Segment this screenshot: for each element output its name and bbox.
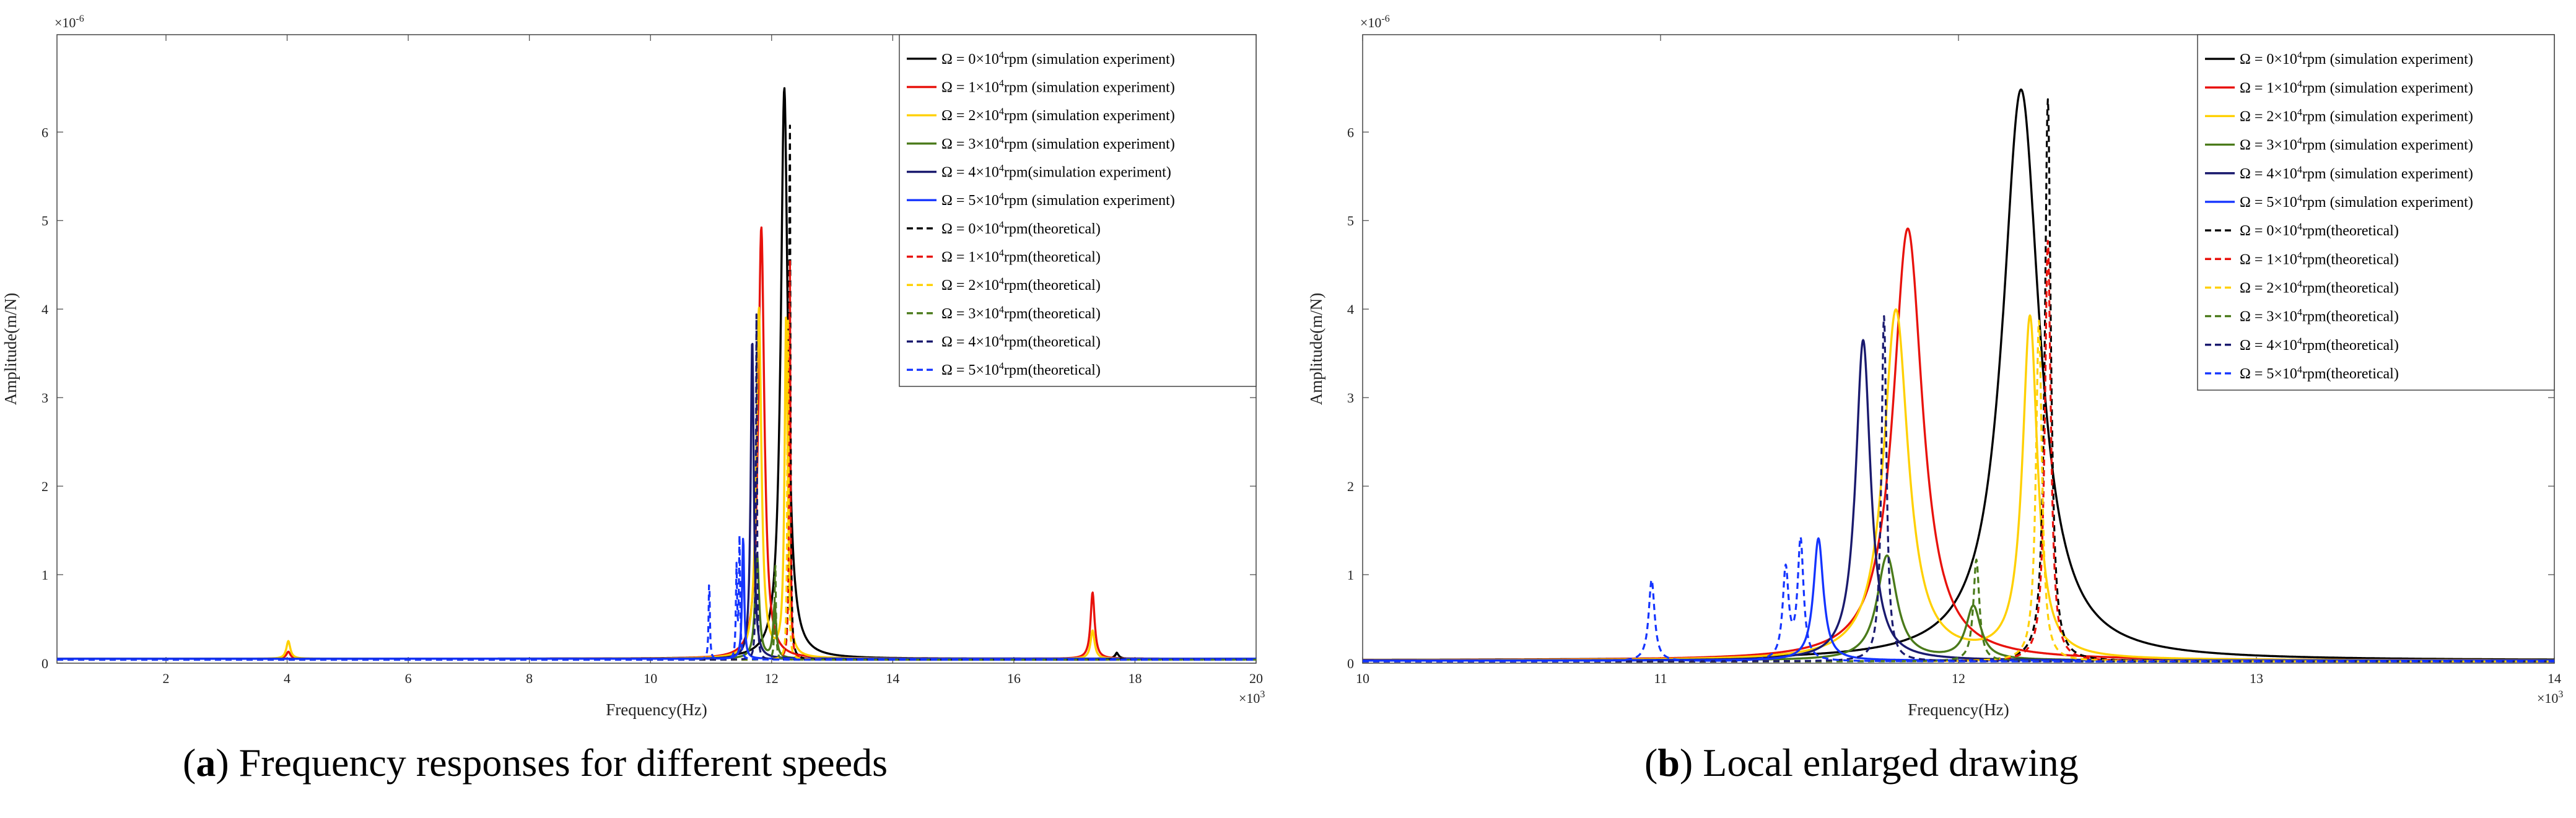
y-tick-label: 0 (1347, 656, 1354, 671)
series-line-9 (56, 565, 1257, 661)
x-tick-label: 12 (765, 671, 779, 686)
legend-label-10: Ω = 4×104rpm(theoretical) (2240, 336, 2399, 354)
x-tick-label: 14 (2548, 671, 2561, 686)
x-tick-label: 14 (886, 671, 899, 686)
x-tick-label: 8 (526, 671, 533, 686)
x-tick-label: 4 (284, 671, 290, 686)
y-tick-label: 4 (41, 302, 48, 317)
x-exponent-label: ×103 (1239, 689, 1265, 706)
legend-label-2: Ω = 2×104rpm (simulation experiment) (2240, 107, 2473, 124)
caption-a: (a) Frequency responses for different sp… (183, 741, 888, 785)
x-exponent-label: ×103 (2537, 689, 2563, 706)
y-tick-label: 4 (1347, 302, 1354, 317)
legend-label-2: Ω = 2×104rpm (simulation experiment) (941, 107, 1175, 124)
legend-label-10: Ω = 4×104rpm(theoretical) (941, 333, 1101, 350)
legend-label-11: Ω = 5×104rpm(theoretical) (2240, 365, 2399, 382)
legend-label-5: Ω = 5×104rpm (simulation experiment) (941, 191, 1175, 209)
legend-label-3: Ω = 3×104rpm (simulation experiment) (941, 135, 1175, 152)
y-exponent-label: ×10-6 (1360, 14, 1390, 30)
caption-b: (b) Local enlarged drawing (1644, 741, 2079, 785)
caption-a-letter: a (196, 741, 216, 785)
legend-label-6: Ω = 0×104rpm(theoretical) (941, 220, 1101, 237)
x-tick-label: 20 (1249, 671, 1263, 686)
chart-panel-a: 2 4 6 8 10 12 14 16 18 200123456×10-6×103Frequenc… (1, 14, 1265, 719)
legend-label-4: Ω = 4×104rpm (simulation experiment) (2240, 165, 2473, 182)
caption-a-text: ) Frequency responses for different spee… (216, 741, 888, 785)
chart-panel-b: 10 11 12 13 140123456×10-6×103Frequency(Hz)A… (1307, 14, 2563, 719)
y-tick-label: 5 (1347, 213, 1354, 228)
series-line-10 (1362, 315, 2555, 663)
y-tick-label: 2 (41, 479, 48, 494)
y-tick-label: 2 (1347, 479, 1354, 494)
y-tick-label: 6 (41, 124, 48, 140)
y-tick-label: 0 (41, 656, 48, 671)
legend-label-6: Ω = 0×104rpm(theoretical) (2240, 222, 2399, 239)
legend-box (2197, 34, 2555, 391)
legend-label-8: Ω = 2×104rpm(theoretical) (2240, 279, 2399, 296)
y-tick-label: 6 (1347, 124, 1354, 140)
legend-label-5: Ω = 5×104rpm (simulation experiment) (2240, 193, 2473, 211)
x-tick-label: 11 (1654, 671, 1667, 686)
legend-label-1: Ω = 1×104rpm (simulation experiment) (941, 79, 1175, 96)
x-axis-label: Frequency(Hz) (1908, 700, 2009, 719)
legend-label-7: Ω = 1×104rpm(theoretical) (2240, 250, 2399, 268)
legend-label-9: Ω = 3×104rpm(theoretical) (2240, 308, 2399, 325)
legend-label-11: Ω = 5×104rpm(theoretical) (941, 361, 1101, 378)
y-axis-label: Amplitude(m/N) (1307, 293, 1325, 405)
y-tick-label: 3 (1347, 390, 1354, 406)
x-tick-label: 12 (1952, 671, 1965, 686)
x-tick-label: 2 (163, 671, 170, 686)
legend-box (899, 34, 1257, 387)
legend-label-1: Ω = 1×104rpm (simulation experiment) (2240, 79, 2473, 96)
legend-label-3: Ω = 3×104rpm (simulation experiment) (2240, 136, 2473, 154)
legend-label-8: Ω = 2×104rpm(theoretical) (941, 276, 1101, 294)
y-exponent-label: ×10-6 (55, 14, 84, 30)
x-tick-label: 18 (1128, 671, 1142, 686)
legend-label-0: Ω = 0×104rpm (simulation experiment) (941, 50, 1175, 67)
y-tick-label: 5 (41, 213, 48, 228)
legend-label-7: Ω = 1×104rpm(theoretical) (941, 248, 1101, 266)
y-tick-label: 1 (41, 567, 48, 583)
x-tick-label: 10 (644, 671, 657, 686)
legend-label-4: Ω = 4×104rpm(simulation experiment) (941, 163, 1171, 181)
y-axis-label: Amplitude(m/N) (1, 293, 20, 405)
caption-b-text: ) Local enlarged drawing (1679, 741, 2079, 785)
legend-label-9: Ω = 3×104rpm(theoretical) (941, 305, 1101, 322)
y-tick-label: 1 (1347, 567, 1354, 583)
caption-b-letter: b (1657, 741, 1680, 785)
y-tick-label: 3 (41, 390, 48, 406)
x-axis-label: Frequency(Hz) (606, 700, 707, 719)
legend-label-0: Ω = 0×104rpm (simulation experiment) (2240, 50, 2473, 67)
x-tick-label: 13 (2250, 671, 2263, 686)
x-tick-label: 10 (1356, 671, 1369, 686)
x-tick-label: 16 (1007, 671, 1021, 686)
x-tick-label: 6 (405, 671, 412, 686)
